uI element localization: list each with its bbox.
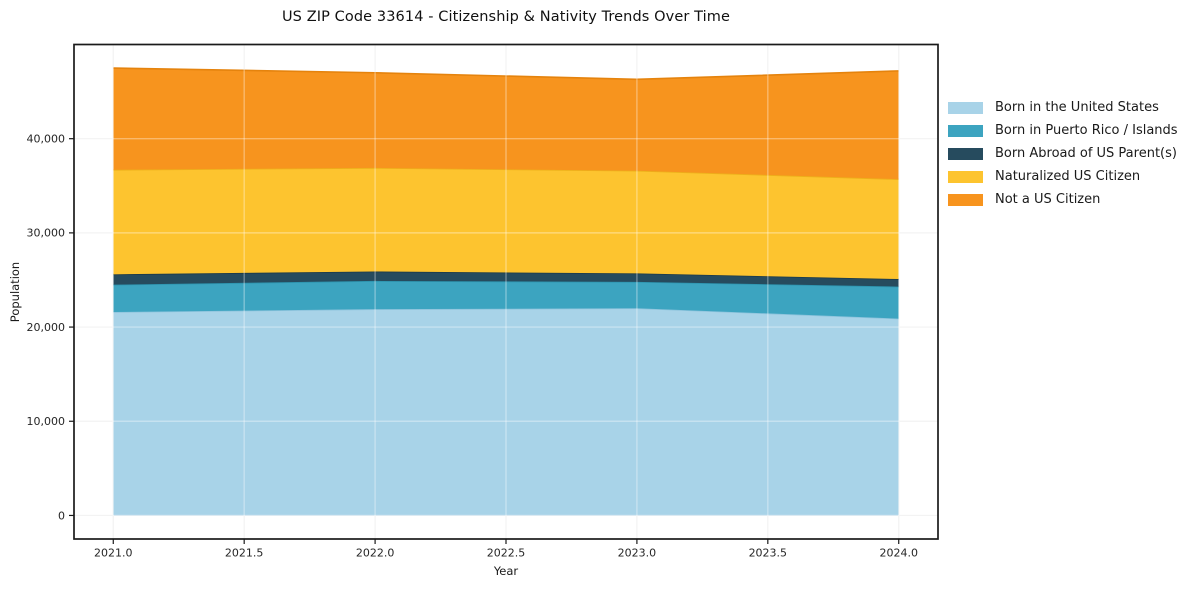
x-axis-label: Year bbox=[493, 564, 519, 578]
y-tick-label: 10,000 bbox=[27, 415, 66, 428]
x-tick-label: 2021.0 bbox=[94, 547, 133, 560]
area-layer-0 bbox=[113, 308, 899, 516]
area-layer-1 bbox=[113, 280, 899, 319]
x-tick-label: 2024.0 bbox=[879, 547, 918, 560]
y-tick-label: 0 bbox=[58, 509, 65, 522]
legend-item-0: Born in the United States bbox=[948, 100, 1178, 115]
area-edge-4 bbox=[113, 67, 899, 81]
y-tick-label: 40,000 bbox=[27, 132, 66, 145]
x-tick-label: 2022.5 bbox=[487, 547, 526, 560]
legend-item-3: Naturalized US Citizen bbox=[948, 169, 1178, 184]
legend-item-4: Not a US Citizen bbox=[948, 192, 1178, 207]
legend: Born in the United States Born in Puerto … bbox=[948, 100, 1178, 207]
area-layer-3 bbox=[113, 167, 899, 280]
x-tick-label: 2022.0 bbox=[356, 547, 395, 560]
legend-item-1: Born in Puerto Rico / Islands bbox=[948, 123, 1178, 138]
legend-label-1: Born in Puerto Rico / Islands bbox=[995, 123, 1178, 138]
legend-label-2: Born Abroad of US Parent(s) bbox=[995, 146, 1177, 161]
legend-swatch-3 bbox=[948, 170, 983, 183]
legend-label-0: Born in the United States bbox=[995, 100, 1159, 115]
x-tick-label: 2023.5 bbox=[749, 547, 788, 560]
y-axis-label: Population bbox=[8, 261, 22, 323]
legend-swatch-0 bbox=[948, 101, 983, 114]
x-tick-label: 2021.5 bbox=[225, 547, 264, 560]
legend-label-3: Naturalized US Citizen bbox=[995, 169, 1141, 184]
legend-label-4: Not a US Citizen bbox=[995, 192, 1101, 207]
legend-item-2: Born Abroad of US Parent(s) bbox=[948, 146, 1178, 161]
y-tick-label: 30,000 bbox=[27, 227, 66, 240]
y-tick-label: 20,000 bbox=[27, 321, 66, 334]
legend-swatch-2 bbox=[948, 147, 983, 160]
chart-title: US ZIP Code 33614 - Citizenship & Nativi… bbox=[281, 9, 731, 25]
x-tick-label: 2023.0 bbox=[618, 547, 657, 560]
area-layer-4 bbox=[113, 68, 899, 180]
legend-swatch-1 bbox=[948, 124, 983, 137]
legend-swatch-4 bbox=[948, 193, 983, 206]
